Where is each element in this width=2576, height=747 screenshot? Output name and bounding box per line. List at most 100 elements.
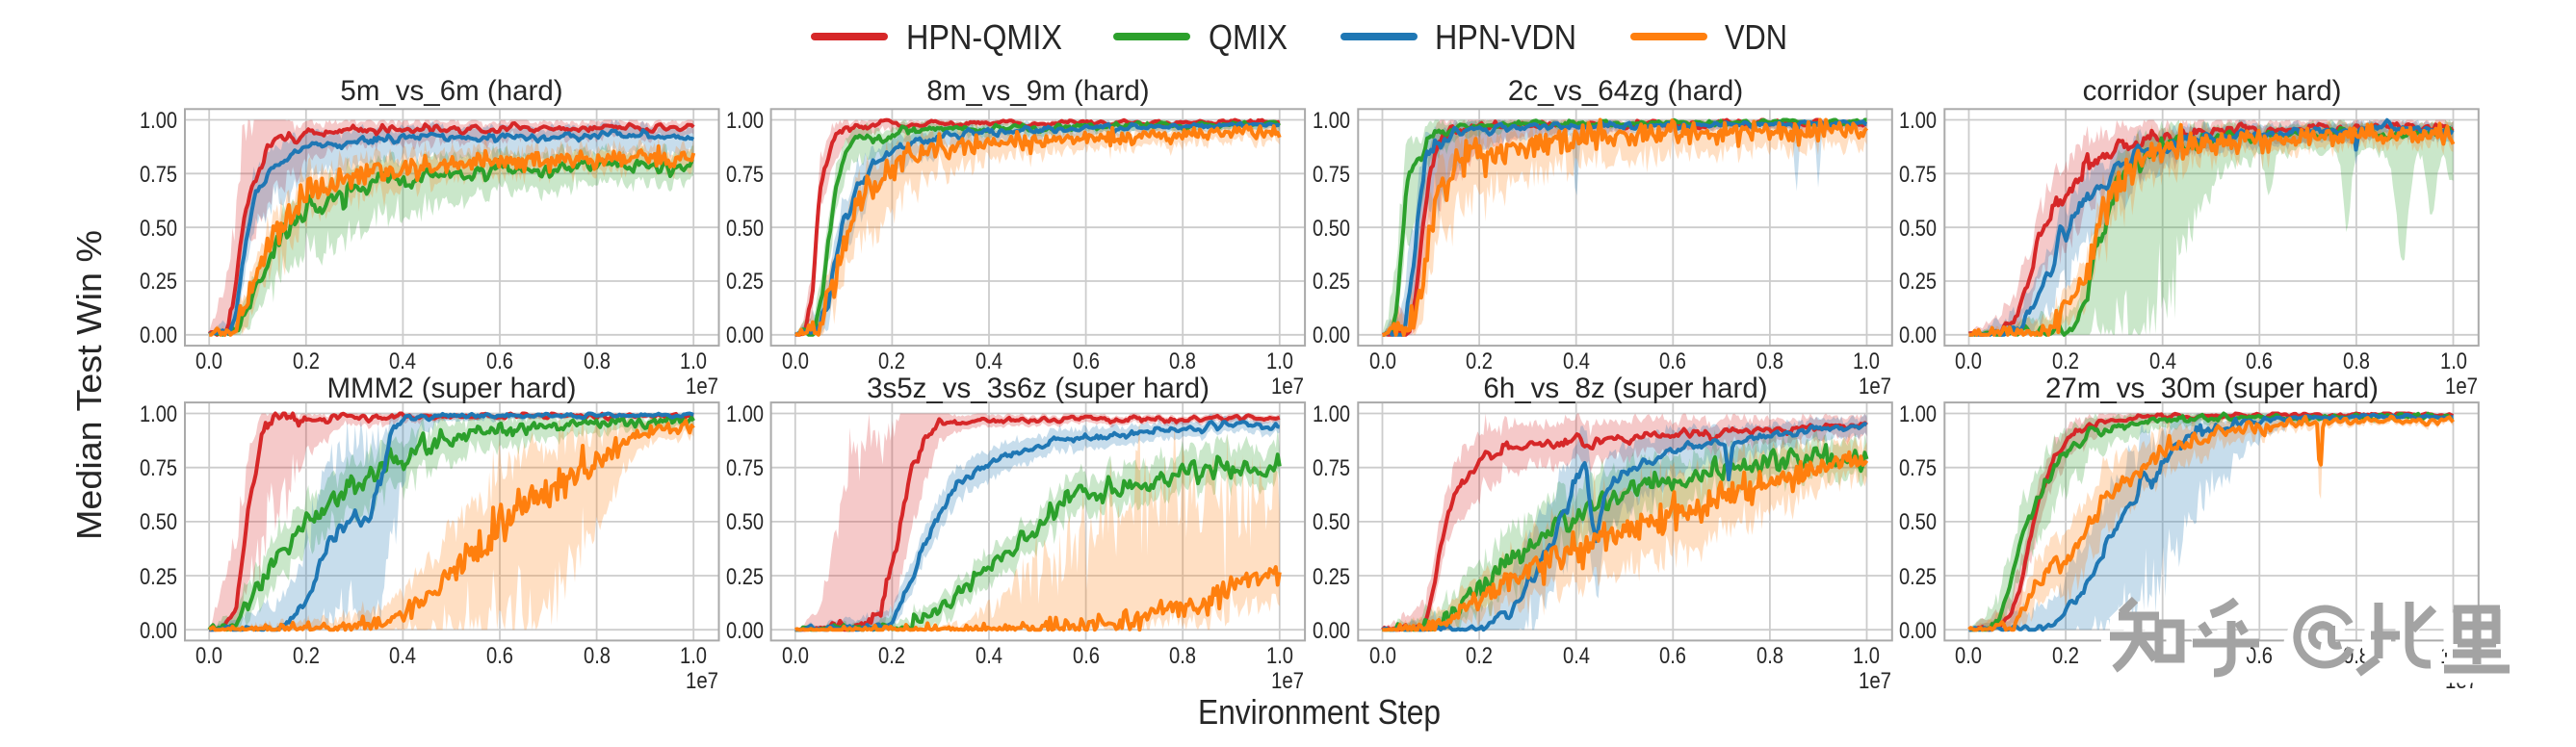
svg-text:0.6: 0.6 xyxy=(1073,643,1100,669)
svg-text:1.0: 1.0 xyxy=(1266,643,1293,669)
svg-text:5m_vs_6m (hard): 5m_vs_6m (hard) xyxy=(340,75,562,107)
svg-text:0.50: 0.50 xyxy=(140,509,177,535)
svg-text:0.4: 0.4 xyxy=(976,348,1002,374)
svg-text:0.4: 0.4 xyxy=(389,348,416,374)
svg-text:0.4: 0.4 xyxy=(2149,348,2176,374)
svg-text:0.0: 0.0 xyxy=(1369,643,1396,669)
svg-text:3s5z_vs_3s6z (super hard): 3s5z_vs_3s6z (super hard) xyxy=(867,373,1210,404)
svg-text:Environment Step: Environment Step xyxy=(1198,692,1441,732)
svg-text:8m_vs_9m (hard): 8m_vs_9m (hard) xyxy=(926,75,1149,107)
svg-text:1.0: 1.0 xyxy=(1853,348,1880,374)
svg-text:0.0: 0.0 xyxy=(1955,643,1982,669)
svg-text:VDN: VDN xyxy=(1725,17,1787,57)
svg-text:0.0: 0.0 xyxy=(195,348,222,374)
svg-text:0.50: 0.50 xyxy=(140,216,177,242)
svg-text:0.4: 0.4 xyxy=(1563,643,1590,669)
svg-text:HPN-VDN: HPN-VDN xyxy=(1435,17,1576,57)
svg-text:0.0: 0.0 xyxy=(782,643,809,669)
svg-text:1.0: 1.0 xyxy=(1853,643,1880,669)
svg-text:0.00: 0.00 xyxy=(726,322,764,348)
svg-text:0.8: 0.8 xyxy=(584,643,611,669)
svg-text:0.50: 0.50 xyxy=(1899,509,1937,535)
svg-text:2c_vs_64zg (hard): 2c_vs_64zg (hard) xyxy=(1508,75,1743,107)
svg-text:1e7: 1e7 xyxy=(1859,668,1891,694)
svg-text:0.6: 0.6 xyxy=(1659,643,1686,669)
svg-text:0.75: 0.75 xyxy=(140,455,177,481)
svg-text:0.75: 0.75 xyxy=(726,455,764,481)
svg-text:0.25: 0.25 xyxy=(1313,564,1350,590)
svg-text:0.2: 0.2 xyxy=(1466,643,1493,669)
svg-text:HPN-QMIX: HPN-QMIX xyxy=(906,17,1062,57)
svg-text:0.00: 0.00 xyxy=(140,322,177,348)
svg-text:0.6: 0.6 xyxy=(486,643,513,669)
svg-text:1.00: 1.00 xyxy=(726,401,764,427)
svg-text:0.8: 0.8 xyxy=(1169,643,1196,669)
svg-text:corridor (super hard): corridor (super hard) xyxy=(2083,75,2342,107)
svg-text:0.6: 0.6 xyxy=(2246,348,2273,374)
svg-text:1.00: 1.00 xyxy=(140,401,177,427)
svg-text:0.50: 0.50 xyxy=(1313,509,1350,535)
svg-text:0.75: 0.75 xyxy=(1313,162,1350,188)
svg-text:0.50: 0.50 xyxy=(726,216,764,242)
svg-text:0.25: 0.25 xyxy=(1313,269,1350,295)
svg-text:0.8: 0.8 xyxy=(1756,643,1783,669)
svg-text:6h_vs_8z (super hard): 6h_vs_8z (super hard) xyxy=(1483,373,1767,404)
svg-text:1.00: 1.00 xyxy=(1899,401,1937,427)
svg-text:0.50: 0.50 xyxy=(726,509,764,535)
svg-text:1e7: 1e7 xyxy=(1271,374,1304,399)
svg-text:0.8: 0.8 xyxy=(584,348,611,374)
svg-text:0.00: 0.00 xyxy=(140,618,177,644)
svg-text:0.4: 0.4 xyxy=(1563,348,1590,374)
svg-text:0.75: 0.75 xyxy=(1313,455,1350,481)
svg-text:1e7: 1e7 xyxy=(1271,668,1304,694)
svg-text:0.25: 0.25 xyxy=(726,564,764,590)
svg-text:0.6: 0.6 xyxy=(486,348,513,374)
svg-text:0.00: 0.00 xyxy=(1899,618,1937,644)
svg-text:0.2: 0.2 xyxy=(878,348,905,374)
svg-text:1.00: 1.00 xyxy=(1313,401,1350,427)
svg-text:0.2: 0.2 xyxy=(293,348,320,374)
svg-text:0.2: 0.2 xyxy=(878,643,905,669)
svg-text:1.0: 1.0 xyxy=(2440,348,2467,374)
svg-text:MMM2 (super hard): MMM2 (super hard) xyxy=(326,373,576,404)
svg-text:0.00: 0.00 xyxy=(1899,322,1937,348)
svg-text:0.75: 0.75 xyxy=(726,162,764,188)
svg-text:1e7: 1e7 xyxy=(1859,374,1891,399)
svg-text:0.0: 0.0 xyxy=(1369,348,1396,374)
svg-text:0.25: 0.25 xyxy=(1899,269,1937,295)
svg-text:0.2: 0.2 xyxy=(1466,348,1493,374)
svg-text:0.0: 0.0 xyxy=(195,643,222,669)
svg-text:27m_vs_30m (super hard): 27m_vs_30m (super hard) xyxy=(2045,373,2379,404)
svg-text:1.00: 1.00 xyxy=(1899,108,1937,134)
svg-text:0.25: 0.25 xyxy=(726,269,764,295)
svg-text:0.75: 0.75 xyxy=(1899,455,1937,481)
svg-text:0.2: 0.2 xyxy=(2052,348,2079,374)
svg-text:0.0: 0.0 xyxy=(782,348,809,374)
svg-text:1e7: 1e7 xyxy=(2445,374,2478,399)
svg-text:0.6: 0.6 xyxy=(1659,348,1686,374)
svg-text:0.25: 0.25 xyxy=(140,564,177,590)
svg-text:0.6: 0.6 xyxy=(1073,348,1100,374)
svg-text:Median Test Win %: Median Test Win % xyxy=(69,230,109,540)
svg-text:1.00: 1.00 xyxy=(726,108,764,134)
svg-text:0.00: 0.00 xyxy=(726,618,764,644)
svg-text:QMIX: QMIX xyxy=(1209,17,1288,57)
svg-text:1.00: 1.00 xyxy=(140,108,177,134)
svg-text:1e7: 1e7 xyxy=(686,374,718,399)
svg-text:0.75: 0.75 xyxy=(140,162,177,188)
svg-text:0.25: 0.25 xyxy=(140,269,177,295)
svg-text:0.75: 0.75 xyxy=(1899,162,1937,188)
svg-text:1.0: 1.0 xyxy=(1266,348,1293,374)
svg-text:0.8: 0.8 xyxy=(2343,348,2370,374)
svg-text:0.00: 0.00 xyxy=(1313,618,1350,644)
svg-text:0.0: 0.0 xyxy=(1955,348,1982,374)
svg-text:0.8: 0.8 xyxy=(1169,348,1196,374)
svg-text:0.4: 0.4 xyxy=(976,643,1002,669)
svg-text:1.00: 1.00 xyxy=(1313,108,1350,134)
svg-text:0.00: 0.00 xyxy=(1313,322,1350,348)
svg-text:0.4: 0.4 xyxy=(389,643,416,669)
svg-text:0.8: 0.8 xyxy=(1756,348,1783,374)
svg-text:0.2: 0.2 xyxy=(2052,643,2079,669)
svg-text:1.0: 1.0 xyxy=(680,643,707,669)
svg-text:0.50: 0.50 xyxy=(1899,216,1937,242)
